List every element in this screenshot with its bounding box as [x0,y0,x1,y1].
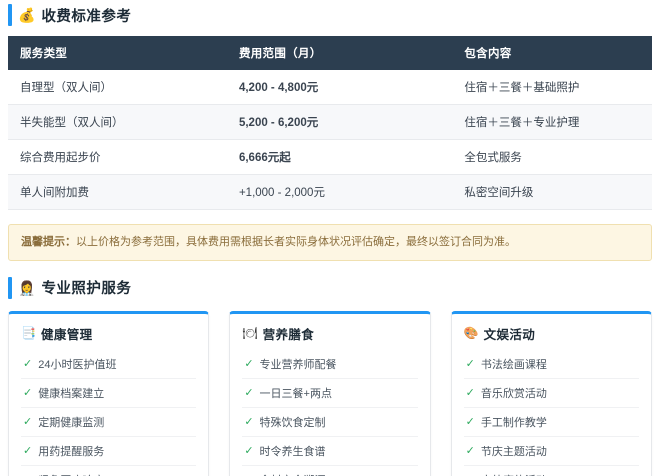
feature-list: ✓ 专业营养师配餐 ✓ 一日三餐+两点 ✓ 特殊饮食定制 ✓ 时令养生食谱 ✓ 食材安全溯… [242,350,418,476]
cell-included: 全包式服务 [452,139,652,175]
list-item: ✓ 书法绘画课程 [463,350,639,379]
card-header: 📑 健康管理 [21,324,196,343]
cell-included: 住宿＋三餐＋专业护理 [452,104,652,140]
care-section-title: 专业照护服务 [41,281,132,297]
check-icon: ✓ [466,473,475,476]
care-cards-container: 📑 健康管理 ✓ 24小时医护值班 ✓ 健康档案建立 ✓ 定期健康监测 ✓ 用药提醒服务… [8,310,652,476]
list-item: ✓ 24小时医护值班 [21,350,197,379]
money-bag-icon: 💰 [18,7,36,23]
list-item-label: 食材安全溯源 [260,472,326,476]
check-icon: ✓ [23,416,33,428]
care-card-health-management: 📑 健康管理 ✓ 24小时医护值班 ✓ 健康档案建立 ✓ 定期健康监测 ✓ 用药提醒服务… [8,310,210,476]
list-item-label: 音乐欣赏活动 [480,387,547,400]
table-row: 半失能型（双人间） 5,200 - 6,200元 住宿＋三餐＋专业护理 [8,104,652,140]
cell-service-type: 半失能型（双人间） [8,104,227,140]
care-section-heading: 👩‍⚕️ 专业照护服务 [8,273,652,303]
list-item-label: 专业营养师配餐 [259,358,337,371]
list-item: ✓ 紧急医疗响应 [21,466,196,476]
list-item-label: 紧急医疗响应 [38,472,104,476]
health-worker-icon: 👩‍⚕️ [18,279,36,296]
table-row: 单人间附加费 +1,000 - 2,000元 私密空间升级 [8,174,652,210]
check-icon: ✓ [244,387,254,399]
cell-included: 私密空间升级 [452,174,652,210]
card-header: 🍽 营养膳食 [242,324,417,343]
care-card-nutrition-meals: 🍽 营养膳食 ✓ 专业营养师配餐 ✓ 一日三餐+两点 ✓ 特殊饮食定制 ✓ 时令养生食谱… [229,310,431,476]
list-item-label: 书法绘画课程 [480,358,547,371]
list-item-label: 一日三餐+两点 [259,387,332,400]
list-item-label: 24小时医护值班 [38,358,117,371]
feature-list: ✓书法绘画课程 ✓音乐欣赏活动 ✓手工制作教学 ✓节庆主题活动 ✓户外康体活动 … [463,350,639,476]
cell-fee-range: 4,200 - 4,800元 [226,70,453,105]
cell-service-type: 单人间附加费 [8,174,227,210]
fee-table-body: 自理型（双人间） 4,200 - 4,800元 住宿＋三餐＋基础照护 半失能型（… [8,70,652,210]
fee-table: 服务类型 费用范围（月） 包含内容 自理型（双人间） 4,200 - 4,800… [8,36,652,210]
check-icon: ✓ [23,473,32,476]
cutlery-icon: 🍽 [242,326,258,340]
price-notice-box: 温馨提示：以上价格为参考范围，具体费用需根据长者实际身体状况评估确定，最终以签订… [8,224,652,261]
fee-section-title: 收费标准参考 [41,8,132,25]
cell-fee-range: 6,666元起 [226,139,453,175]
table-row: 自理型（双人间） 4,200 - 4,800元 住宿＋三餐＋基础照护 [8,70,652,105]
check-icon: ✓ [23,445,33,457]
card-title: 文娱活动 [483,327,536,342]
list-item: ✓ 手工制作教学 [463,408,639,437]
cell-fee-range: 5,200 - 6,200元 [226,104,453,140]
list-item: ✓ 一日三餐+两点 [242,379,418,408]
column-header-service-type: 服务类型 [8,36,227,70]
check-icon: ✓ [465,387,475,399]
cell-included: 住宿＋三餐＋基础照护 [452,70,652,105]
list-item-label: 时令养生食谱 [259,445,326,458]
list-item: ✓ 健康档案建立 [21,379,197,408]
list-item: ✓ 定期健康监测 [21,408,197,437]
list-item-label: 健康档案建立 [38,387,105,400]
list-item: ✓ 用药提醒服务 [21,437,197,466]
column-header-fee-range: 费用范围（月） [226,36,453,70]
list-item: ✓ 特殊饮食定制 [242,408,418,437]
list-item-label: 特殊饮食定制 [259,416,326,429]
check-icon: ✓ [244,473,253,476]
check-icon: ✓ [244,445,254,457]
list-item: ✓ 食材安全溯源 [242,466,417,476]
card-header: 🎨 文娱活动 [464,324,639,343]
cell-service-type: 综合费用起步价 [8,139,227,175]
list-item: ✓ 音乐欣赏活动 [463,379,639,408]
list-item-label: 节庆主题活动 [480,445,547,458]
fee-table-header-row: 服务类型 费用范围（月） 包含内容 [8,36,652,70]
table-row: 综合费用起步价 6,666元起 全包式服务 [8,139,652,175]
list-item-label: 用药提醒服务 [38,445,105,458]
check-icon: ✓ [244,358,254,370]
check-icon: ✓ [23,358,33,370]
list-item: ✓ 节庆主题活动 [463,437,639,466]
notice-label: 温馨提示： [21,236,76,248]
cell-fee-range: +1,000 - 2,000元 [226,174,453,210]
art-palette-icon: 🎨 [463,326,479,340]
cell-service-type: 自理型（双人间） [8,70,227,105]
check-icon: ✓ [465,416,475,428]
column-header-included: 包含内容 [452,36,652,70]
check-icon: ✓ [465,445,475,457]
fee-table-head: 服务类型 费用范围（月） 包含内容 [8,36,652,70]
list-item: ✓ 时令养生食谱 [242,437,418,466]
list-item: ✓ 户外康体活动 [464,466,639,476]
card-title: 营养膳食 [262,327,315,342]
card-title: 健康管理 [40,327,93,342]
clipboard-icon: 📑 [21,326,36,340]
list-item-label: 定期健康监测 [38,416,105,429]
check-icon: ✓ [465,358,475,370]
feature-list: ✓ 24小时医护值班 ✓ 健康档案建立 ✓ 定期健康监测 ✓ 用药提醒服务 ✓ 紧急医疗响… [21,350,197,476]
list-item-label: 手工制作教学 [480,416,547,429]
check-icon: ✓ [244,416,254,428]
care-card-culture-activities: 🎨 文娱活动 ✓ 书法绘画课程 ✓ 音乐欣赏活动 ✓ 手工制作教学 ✓ 节庆主题活动 ✓… [450,310,652,476]
check-icon: ✓ [23,387,33,399]
notice-text: 以上价格为参考范围，具体费用需根据长者实际身体状况评估确定，最终以签订合同为准。 [76,236,516,248]
list-item-label: 户外康体活动 [481,472,547,476]
fee-section-heading: 💰 收费标准参考 [8,0,652,30]
list-item: ✓ 专业营养师配餐 [242,350,418,379]
